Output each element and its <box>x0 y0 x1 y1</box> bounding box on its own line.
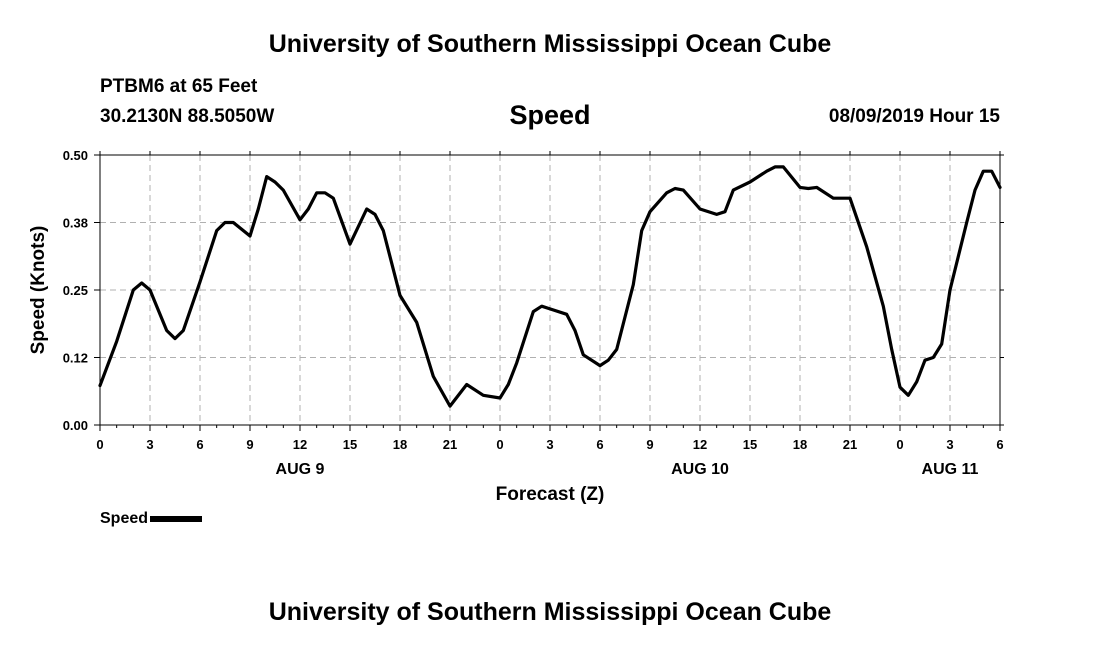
x-tick-label: 12 <box>693 437 707 452</box>
y-tick-label: 0.25 <box>63 283 88 298</box>
chart-title: University of Southern Mississippi Ocean… <box>268 30 832 58</box>
x-tick-label: 3 <box>146 437 153 452</box>
date-stamp: 08/09/2019 Hour 15 <box>828 106 1000 127</box>
x-tick-label: 0 <box>96 437 103 452</box>
y-axis-title: Speed (Knots) <box>28 226 49 355</box>
x-tick-label: 18 <box>393 437 407 452</box>
y-tick-label: 0.12 <box>63 351 88 366</box>
x-tick-label: 6 <box>996 437 1003 452</box>
coordinates-label: 30.2130N 88.5050W <box>100 106 275 127</box>
x-tick-label: 18 <box>793 437 807 452</box>
x-tick-label: 9 <box>646 437 653 452</box>
x-tick-label: 3 <box>946 437 953 452</box>
speed-series-line <box>98 165 1002 408</box>
day-label: AUG 10 <box>671 461 729 478</box>
x-axis-title: Forecast (Z) <box>496 484 605 505</box>
y-tick-label: 0.00 <box>63 418 88 433</box>
y-tick-label: 0.38 <box>63 216 88 231</box>
x-tick-label: 15 <box>343 437 357 452</box>
legend: Speed <box>100 510 203 528</box>
x-tick-label: 0 <box>496 437 503 452</box>
grid <box>100 155 1000 425</box>
footer-title: University of Southern Mississippi Ocean… <box>268 598 832 626</box>
station-label: PTBM6 at 65 Feet <box>100 76 258 97</box>
day-label: AUG 9 <box>276 461 325 478</box>
x-tick-label: 12 <box>293 437 307 452</box>
x-tick-label: 6 <box>596 437 603 452</box>
x-tick-label: 9 <box>246 437 253 452</box>
axis-ticks <box>94 151 1004 431</box>
y-tick-label: 0.50 <box>63 148 88 163</box>
axis-labels: 0 3 6 9 12 15 18 21 0 3 6 9 12 15 18 21 0 3 6 0.00 0.12 0.25 0… <box>28 148 1004 505</box>
x-tick-label: 15 <box>743 437 757 452</box>
chart-subtitle: Speed <box>509 100 591 130</box>
x-tick-label: 21 <box>443 437 457 452</box>
x-tick-label: 3 <box>546 437 553 452</box>
x-tick-label: 6 <box>196 437 203 452</box>
x-tick-label: 21 <box>843 437 857 452</box>
plot-frame <box>99 154 1001 426</box>
legend-label: Speed <box>100 510 149 527</box>
day-label: AUG 11 <box>922 461 979 478</box>
x-tick-label: 0 <box>896 437 903 452</box>
legend-swatch <box>150 515 203 522</box>
